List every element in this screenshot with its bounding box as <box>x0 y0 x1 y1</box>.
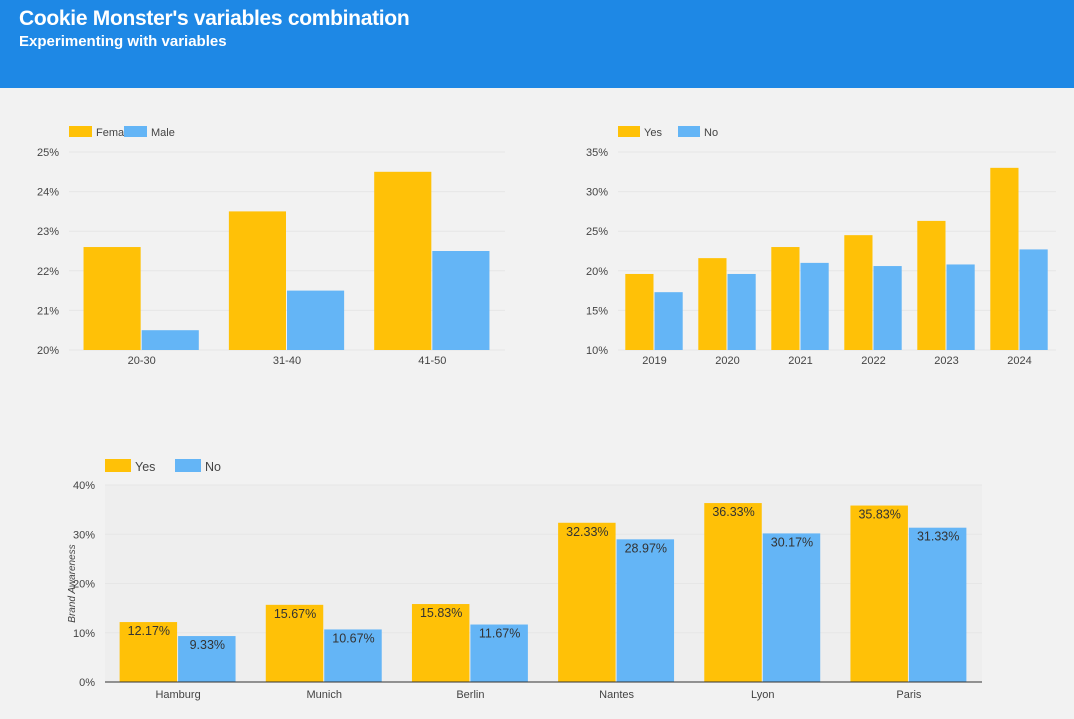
y-tick-label: 40% <box>73 480 95 492</box>
legend-label: Yes <box>644 127 662 139</box>
data-label: 15.83% <box>420 606 462 620</box>
chart-svg: 0% 10% 20% 30% 40% 12.17% 9.33% Hamburg 15.67% 10… <box>67 459 982 701</box>
data-label: 10.67% <box>332 631 374 645</box>
bar-no-berlin <box>470 624 528 682</box>
x-tick-label: 31-40 <box>273 355 301 367</box>
y-tick-label: 20% <box>37 345 59 357</box>
x-tick-label: 2024 <box>1007 355 1031 367</box>
legend-swatch-no <box>175 459 201 472</box>
bar-male-31-40 <box>287 290 345 350</box>
legend-swatch-yes <box>105 459 131 472</box>
y-tick-label: 21% <box>37 305 59 317</box>
y-tick-label: 0% <box>79 677 95 689</box>
city-brand-awareness-chart: 0% 10% 20% 30% 40% 12.17% 9.33% Hamburg 15.67% 10… <box>0 445 1074 719</box>
y-tick-label: 30% <box>73 529 95 541</box>
legend-label: Female <box>96 127 133 139</box>
x-tick-label: 2021 <box>788 355 812 367</box>
legend-swatch-no <box>678 126 700 137</box>
bar-no-lyon <box>762 533 821 682</box>
bar-no-2020 <box>727 273 756 350</box>
y-tick-label: 25% <box>586 226 608 238</box>
y-tick-label: 23% <box>37 226 59 238</box>
bar-no-munich <box>324 629 382 682</box>
bar-yes-2020 <box>698 258 727 350</box>
legend-label: Male <box>151 127 175 139</box>
legend-swatch-male <box>124 126 147 137</box>
x-tick-label: Paris <box>896 689 922 701</box>
x-tick-label: 2019 <box>642 355 666 367</box>
y-axis-label: Brand Awareness <box>67 544 78 622</box>
y-tick-label: 22% <box>37 266 59 278</box>
age-gender-bar-chart: 20% 21% 22% 23% 24% 25% 20-30 31-40 41-50 Female M… <box>0 110 530 380</box>
bar-yes-munich <box>265 604 324 682</box>
year-bar-chart: 10% 15% 20% 25% 30% 35% 2019 2020 2021 2022 2023 20… <box>555 110 1074 380</box>
x-tick-label: Lyon <box>751 689 774 701</box>
data-label: 11.67% <box>479 627 520 641</box>
bar-no-hamburg <box>178 636 236 682</box>
bar-yes-lyon <box>704 503 762 682</box>
x-tick-label: Hamburg <box>155 689 200 701</box>
x-tick-label: 2020 <box>715 355 739 367</box>
bar-yes-2023 <box>917 220 946 350</box>
bar-yes-paris <box>850 505 908 682</box>
bar-yes-2019 <box>625 273 654 350</box>
bar-female-31-40 <box>228 211 286 350</box>
bar-no-paris <box>908 527 967 682</box>
y-tick-label: 30% <box>586 187 608 199</box>
report-header: Cookie Monster's variables combination E… <box>0 0 1074 88</box>
x-tick-label: 20-30 <box>128 355 156 367</box>
bar-female-41-50 <box>374 171 432 350</box>
y-tick-label: 10% <box>586 345 608 357</box>
bar-no-2024 <box>1019 249 1048 350</box>
data-label: 15.67% <box>274 607 316 621</box>
y-tick-label: 15% <box>586 305 608 317</box>
legend-label: No <box>704 127 718 139</box>
bar-no-2019 <box>654 292 683 350</box>
x-tick-label: 2022 <box>861 355 885 367</box>
bar-male-41-50 <box>432 251 490 350</box>
legend-label: No <box>205 460 221 474</box>
x-tick-label: 2023 <box>934 355 958 367</box>
y-tick-label: 24% <box>37 187 59 199</box>
data-label: 12.17% <box>128 624 170 638</box>
legend-label: Yes <box>135 460 155 474</box>
x-tick-label: 41-50 <box>418 355 446 367</box>
bar-yes-2024 <box>990 167 1019 350</box>
x-tick-label: Munich <box>307 689 342 701</box>
bar-yes-berlin <box>411 604 470 682</box>
y-tick-label: 35% <box>586 147 608 159</box>
bar-yes-2021 <box>771 247 800 350</box>
report-title: Cookie Monster's variables combination <box>19 7 410 30</box>
bar-female-20-30 <box>83 247 141 350</box>
chart-svg: 20% 21% 22% 23% 24% 25% 20-30 31-40 41-50 Female M… <box>37 126 505 367</box>
y-tick-label: 20% <box>586 266 608 278</box>
y-tick-label: 20% <box>73 579 95 591</box>
data-label: 30.17% <box>771 535 813 549</box>
x-tick-label: Nantes <box>599 689 634 701</box>
chart-svg: 10% 15% 20% 25% 30% 35% 2019 2020 2021 2022 2023 20… <box>586 126 1056 367</box>
bar-no-nantes <box>616 539 675 682</box>
bar-no-2021 <box>800 262 829 350</box>
data-label: 32.33% <box>566 525 608 539</box>
data-label: 36.33% <box>712 505 754 519</box>
data-label: 35.83% <box>858 508 900 522</box>
bar-yes-2022 <box>844 235 873 350</box>
bar-no-2022 <box>873 266 902 350</box>
bar-male-20-30 <box>141 330 199 350</box>
bar-yes-hamburg <box>119 622 178 682</box>
report-subtitle: Experimenting with variables <box>19 33 227 50</box>
legend-swatch-female <box>69 126 92 137</box>
x-tick-label: Berlin <box>456 689 484 701</box>
y-tick-label: 10% <box>73 628 95 640</box>
y-tick-label: 25% <box>37 147 59 159</box>
data-label: 31.33% <box>917 530 959 544</box>
data-label: 28.97% <box>625 541 667 555</box>
bar-yes-nantes <box>558 522 616 682</box>
data-label: 9.33% <box>190 638 225 652</box>
bar-no-2023 <box>946 264 975 350</box>
legend-swatch-yes <box>618 126 640 137</box>
